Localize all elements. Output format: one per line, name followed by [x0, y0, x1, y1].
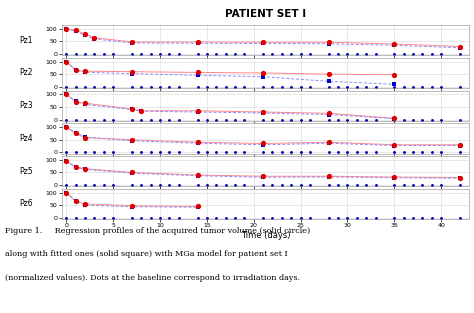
- Y-axis label: Pz2: Pz2: [19, 69, 33, 77]
- Y-axis label: Pz4: Pz4: [19, 134, 33, 143]
- Y-axis label: Pz1: Pz1: [19, 36, 33, 45]
- Text: PATIENT SET I: PATIENT SET I: [225, 9, 306, 19]
- Text: along with fitted ones (solid square) with MGa model for patient set I: along with fitted ones (solid square) wi…: [5, 250, 287, 259]
- Text: (normalized values). Dots at the baseline correspond to irradiation days.: (normalized values). Dots at the baselin…: [5, 274, 300, 282]
- Text: Figure 1.     Regression profiles of the acquired tumor volume (solid circle): Figure 1. Regression profiles of the acq…: [5, 227, 310, 235]
- Y-axis label: Pz6: Pz6: [19, 199, 33, 208]
- Y-axis label: Pz5: Pz5: [19, 167, 33, 176]
- Y-axis label: Pz3: Pz3: [19, 101, 33, 110]
- X-axis label: Time (days): Time (days): [241, 231, 290, 240]
